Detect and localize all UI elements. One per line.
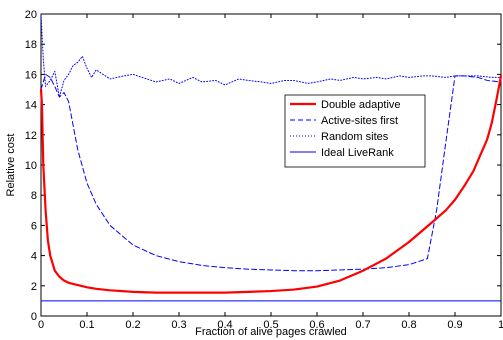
series-line-double-adaptive xyxy=(39,74,503,294)
x-tick-label: 0.7 xyxy=(355,319,370,331)
y-tick-label: 14 xyxy=(25,100,37,112)
x-tick-label: 0.3 xyxy=(171,319,186,331)
y-tick-label: 8 xyxy=(31,190,37,202)
plot-area xyxy=(40,13,502,317)
x-tick-label: 0.4 xyxy=(217,319,232,331)
y-tick-label: 2 xyxy=(31,281,37,293)
x-tick-label: 0.6 xyxy=(309,319,324,331)
legend-box xyxy=(284,94,426,168)
x-tick-label: 0.5 xyxy=(263,319,278,331)
y-tick-label: 16 xyxy=(25,69,37,81)
y-tick-label: 0 xyxy=(31,311,37,323)
x-tick-label: 0.9 xyxy=(447,319,462,331)
x-tick-label: 0 xyxy=(38,319,44,331)
legend-label: Random sites xyxy=(321,131,389,143)
y-tick-label: 4 xyxy=(31,251,37,263)
x-axis-label: Fraction of alive pages crawled xyxy=(195,326,347,338)
legend-label: Active-sites first xyxy=(321,115,398,127)
y-tick-label: 20 xyxy=(25,9,37,21)
y-tick-label: 10 xyxy=(25,160,37,172)
x-tick-label: 0.8 xyxy=(401,319,416,331)
axis-ticks: 0 0.1 0.2 0.3 0.4 0.5 0.6 0.7 0.8 0.9 102468101214… xyxy=(25,9,503,331)
x-tick-label: 0.1 xyxy=(79,319,94,331)
y-tick-label: 6 xyxy=(31,220,37,232)
legend-label: Double adaptive xyxy=(321,99,401,111)
series-layer xyxy=(39,13,503,302)
x-tick-label: 1 xyxy=(498,319,503,331)
x-tick-label: 0.2 xyxy=(125,319,140,331)
y-tick-label: 18 xyxy=(25,39,37,51)
series-line-active-sites-first xyxy=(40,73,502,272)
legend-label: Ideal LiveRank xyxy=(321,147,394,159)
y-tick-label: 12 xyxy=(25,130,37,142)
y-axis-label: Relative cost xyxy=(5,134,17,197)
legend: Double adaptive Active-sites first Random … xyxy=(284,94,426,168)
